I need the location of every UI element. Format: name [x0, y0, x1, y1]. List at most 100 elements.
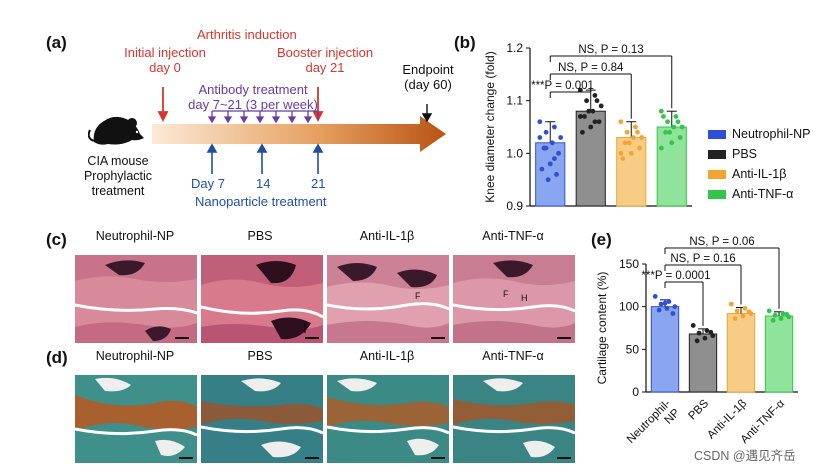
y-tick-label: 0.9: [506, 199, 523, 213]
he-image-neutrophil: [75, 255, 197, 343]
data-point: [539, 166, 545, 172]
panel-d-label: (d): [46, 348, 68, 367]
he-image-il1b: F: [327, 255, 449, 343]
data-point: [665, 119, 670, 125]
y-tick-label: 0: [632, 385, 639, 399]
data-point: [667, 129, 673, 135]
sig-label: NS, P = 0.06: [689, 236, 754, 248]
data-point: [746, 309, 752, 315]
data-point: [618, 119, 624, 125]
legend-item: Anti-TNF-α: [708, 184, 811, 204]
data-point: [620, 156, 626, 162]
data-point: [577, 114, 583, 119]
data-point: [694, 338, 700, 344]
data-point: [672, 304, 678, 310]
bar: [650, 306, 680, 393]
nanoparticle-treatment-label: Nanoparticle treatment: [195, 194, 327, 209]
data-point: [734, 308, 740, 314]
data-point: [635, 129, 640, 135]
bar: [764, 315, 794, 393]
data-point: [598, 103, 604, 109]
data-point: [696, 330, 702, 336]
data-point: [588, 124, 594, 130]
data-point: [784, 311, 790, 317]
data-point: [658, 108, 664, 114]
data-point: [552, 124, 557, 130]
data-point: [673, 114, 679, 119]
data-point: [658, 301, 664, 307]
data-point: [670, 311, 676, 316]
legend-swatch-tnfa: [708, 189, 726, 199]
bar: [726, 312, 756, 393]
y-tick-label: 1.2: [506, 41, 523, 55]
data-point: [554, 172, 559, 177]
data-point: [770, 317, 776, 323]
booster-injection-label: Booster injection day 21: [276, 45, 374, 75]
chart-b-knee-diameter: 0.9 1.0 1.1 1.2 Knee diameter change (fold) N…: [483, 41, 692, 213]
legend-swatch-il1b: [708, 169, 726, 179]
data-point: [549, 140, 555, 146]
y-tick-label: 100: [619, 300, 639, 314]
initial-injection-label: Initial injection day 0: [124, 45, 206, 75]
panel-d-title-il1b: Anti-IL-1β: [359, 349, 415, 363]
data-point: [577, 87, 583, 93]
legend-label: Anti-TNF-α: [732, 187, 794, 201]
data-point: [639, 135, 645, 140]
data-point: [545, 177, 551, 183]
data-point: [580, 129, 585, 135]
safranin-image-il1b: [327, 375, 449, 463]
sig-label: NS, P = 0.16: [670, 253, 735, 265]
panel-e-label: (e): [591, 230, 612, 249]
data-point: [772, 312, 778, 318]
safranin-image-tnfa: [453, 375, 575, 463]
data-point: [622, 140, 628, 146]
data-point: [558, 135, 564, 140]
data-point: [592, 93, 598, 98]
annotation-f: F: [415, 291, 421, 301]
panel-c-label: (c): [46, 230, 67, 249]
data-point: [702, 335, 708, 341]
y-axis-label: Knee diameter change (fold): [483, 51, 497, 202]
panel-c-title-tnfa: Anti-TNF-α: [482, 229, 544, 243]
endpoint-label: Endpoint (day 60): [402, 62, 454, 92]
he-image-tnfa: F H: [453, 255, 575, 343]
safranin-image-pbs: [201, 375, 323, 463]
data-point: [740, 313, 746, 319]
data-point: [742, 305, 748, 311]
data-point: [590, 108, 596, 114]
sig-label: NS, P = 0.84: [558, 62, 624, 74]
data-point: [594, 98, 600, 104]
cia-mouse-label: CIA mouse Prophylactic treatment: [83, 154, 153, 198]
y-tick-label: 150: [619, 257, 639, 271]
data-point: [556, 150, 561, 156]
data-point: [543, 145, 549, 151]
panel-a-label: (a): [46, 33, 67, 52]
y-tick-label: 1.0: [506, 146, 523, 160]
data-point: [666, 299, 672, 304]
data-point: [671, 124, 677, 130]
legend-swatch-pbs: [708, 149, 726, 159]
data-point: [596, 119, 602, 125]
data-point: [766, 308, 772, 314]
data-point: [708, 329, 714, 335]
timeline-arrow-graphic: [152, 87, 446, 174]
data-point: [669, 140, 675, 146]
data-point: [584, 98, 589, 104]
data-point: [624, 129, 630, 135]
panel-c-title-il1b: Anti-IL-1β: [359, 229, 415, 243]
legend-label: Neutrophil-NP: [732, 127, 811, 141]
data-point: [662, 300, 668, 306]
legend-label: Anti-IL-1β: [732, 167, 787, 181]
annotation-f: F: [503, 289, 509, 299]
data-point: [618, 150, 624, 156]
chart-e-cartilage-content: 0 50 100 150 Cartilage content (%) NS, P = 0.…: [595, 236, 798, 446]
data-point: [626, 140, 632, 146]
antibody-treatment-label: Antibody treatment day 7~21 (3 per week): [188, 82, 318, 112]
annotation-h: H: [521, 293, 528, 303]
data-point: [780, 311, 786, 316]
data-point: [663, 129, 668, 135]
x-tick-label-line: PBS: [686, 397, 711, 422]
panel-b-label: (b): [454, 33, 476, 52]
he-image-pbs: [201, 255, 323, 343]
y-tick-label: 50: [626, 342, 640, 356]
